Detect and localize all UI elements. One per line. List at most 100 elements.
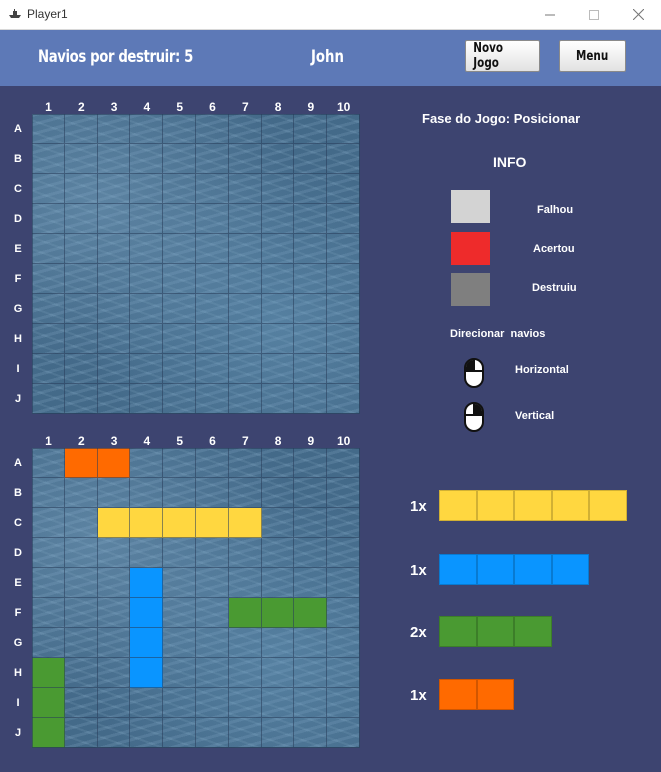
close-button[interactable] xyxy=(615,0,661,29)
opponent-cell-D5[interactable] xyxy=(163,204,196,234)
opponent-cell-E7[interactable] xyxy=(228,234,262,264)
own-cell-C4[interactable] xyxy=(130,508,164,538)
own-cell-J3[interactable] xyxy=(97,718,131,748)
own-cell-B9[interactable] xyxy=(294,478,328,508)
own-cell-A10[interactable] xyxy=(327,448,360,478)
opponent-cell-J1[interactable] xyxy=(32,384,65,414)
own-cell-H9[interactable] xyxy=(294,658,328,688)
own-cell-E5[interactable] xyxy=(163,568,196,598)
opponent-cell-D3[interactable] xyxy=(97,204,131,234)
own-cell-A4[interactable] xyxy=(130,448,164,478)
own-cell-I1[interactable] xyxy=(32,688,65,718)
own-cell-F10[interactable] xyxy=(327,598,360,628)
own-cell-G4[interactable] xyxy=(130,628,164,658)
opponent-cell-E9[interactable] xyxy=(294,234,328,264)
own-cell-E10[interactable] xyxy=(327,568,360,598)
own-cell-I7[interactable] xyxy=(228,688,262,718)
opponent-cell-F9[interactable] xyxy=(294,264,328,294)
opponent-cell-H6[interactable] xyxy=(196,324,229,354)
own-cell-J2[interactable] xyxy=(64,718,98,748)
own-cell-B1[interactable] xyxy=(32,478,65,508)
own-cell-D1[interactable] xyxy=(32,538,65,568)
own-cell-C6[interactable] xyxy=(196,508,229,538)
opponent-cell-C5[interactable] xyxy=(163,174,196,204)
opponent-cell-E3[interactable] xyxy=(97,234,131,264)
own-cell-B5[interactable] xyxy=(163,478,196,508)
opponent-cell-H1[interactable] xyxy=(32,324,65,354)
opponent-cell-I6[interactable] xyxy=(196,354,229,384)
own-cell-B3[interactable] xyxy=(97,478,131,508)
opponent-cell-J8[interactable] xyxy=(261,384,295,414)
own-cell-D2[interactable] xyxy=(64,538,98,568)
opponent-cell-H3[interactable] xyxy=(97,324,131,354)
opponent-cell-A3[interactable] xyxy=(97,114,131,144)
own-cell-D3[interactable] xyxy=(97,538,131,568)
own-cell-C5[interactable] xyxy=(163,508,196,538)
opponent-cell-H2[interactable] xyxy=(64,324,98,354)
opponent-cell-H5[interactable] xyxy=(163,324,196,354)
opponent-cell-A10[interactable] xyxy=(327,114,360,144)
own-cell-F3[interactable] xyxy=(97,598,131,628)
opponent-cell-J2[interactable] xyxy=(64,384,98,414)
own-cell-F9[interactable] xyxy=(294,598,328,628)
own-cell-E3[interactable] xyxy=(97,568,131,598)
opponent-cell-J7[interactable] xyxy=(228,384,262,414)
opponent-cell-C9[interactable] xyxy=(294,174,328,204)
own-cell-A8[interactable] xyxy=(261,448,295,478)
own-cell-J10[interactable] xyxy=(327,718,360,748)
opponent-cell-G6[interactable] xyxy=(196,294,229,324)
own-cell-H6[interactable] xyxy=(196,658,229,688)
own-cell-A5[interactable] xyxy=(163,448,196,478)
own-cell-E9[interactable] xyxy=(294,568,328,598)
own-cell-I10[interactable] xyxy=(327,688,360,718)
own-cell-E7[interactable] xyxy=(228,568,262,598)
opponent-cell-H8[interactable] xyxy=(261,324,295,354)
opponent-cell-B8[interactable] xyxy=(261,144,295,174)
opponent-cell-F8[interactable] xyxy=(261,264,295,294)
own-cell-E8[interactable] xyxy=(261,568,295,598)
opponent-cell-J3[interactable] xyxy=(97,384,131,414)
opponent-cell-A6[interactable] xyxy=(196,114,229,144)
own-cell-A2[interactable] xyxy=(64,448,98,478)
own-cell-G3[interactable] xyxy=(97,628,131,658)
own-cell-I2[interactable] xyxy=(64,688,98,718)
opponent-cell-D2[interactable] xyxy=(64,204,98,234)
own-cell-G8[interactable] xyxy=(261,628,295,658)
opponent-cell-B3[interactable] xyxy=(97,144,131,174)
own-cell-J1[interactable] xyxy=(32,718,65,748)
opponent-cell-D1[interactable] xyxy=(32,204,65,234)
opponent-cell-B4[interactable] xyxy=(130,144,164,174)
own-cell-F5[interactable] xyxy=(163,598,196,628)
opponent-cell-G7[interactable] xyxy=(228,294,262,324)
opponent-cell-F5[interactable] xyxy=(163,264,196,294)
own-cell-I3[interactable] xyxy=(97,688,131,718)
own-cell-G9[interactable] xyxy=(294,628,328,658)
own-cell-H8[interactable] xyxy=(261,658,295,688)
opponent-cell-F10[interactable] xyxy=(327,264,360,294)
own-cell-J8[interactable] xyxy=(261,718,295,748)
opponent-cell-C4[interactable] xyxy=(130,174,164,204)
opponent-cell-J10[interactable] xyxy=(327,384,360,414)
own-cell-C3[interactable] xyxy=(97,508,131,538)
opponent-cell-I1[interactable] xyxy=(32,354,65,384)
own-cell-J5[interactable] xyxy=(163,718,196,748)
own-cell-H4[interactable] xyxy=(130,658,164,688)
opponent-cell-A1[interactable] xyxy=(32,114,65,144)
minimize-button[interactable] xyxy=(527,0,573,29)
own-cell-G6[interactable] xyxy=(196,628,229,658)
opponent-cell-J5[interactable] xyxy=(163,384,196,414)
opponent-cell-I5[interactable] xyxy=(163,354,196,384)
own-cell-E2[interactable] xyxy=(64,568,98,598)
opponent-cell-A9[interactable] xyxy=(294,114,328,144)
opponent-cell-F2[interactable] xyxy=(64,264,98,294)
opponent-cell-H4[interactable] xyxy=(130,324,164,354)
opponent-cell-H10[interactable] xyxy=(327,324,360,354)
own-cell-G5[interactable] xyxy=(163,628,196,658)
opponent-cell-I9[interactable] xyxy=(294,354,328,384)
opponent-cell-H9[interactable] xyxy=(294,324,328,354)
opponent-cell-B5[interactable] xyxy=(163,144,196,174)
opponent-cell-A2[interactable] xyxy=(64,114,98,144)
opponent-cell-C8[interactable] xyxy=(261,174,295,204)
opponent-cell-C2[interactable] xyxy=(64,174,98,204)
own-cell-B7[interactable] xyxy=(228,478,262,508)
